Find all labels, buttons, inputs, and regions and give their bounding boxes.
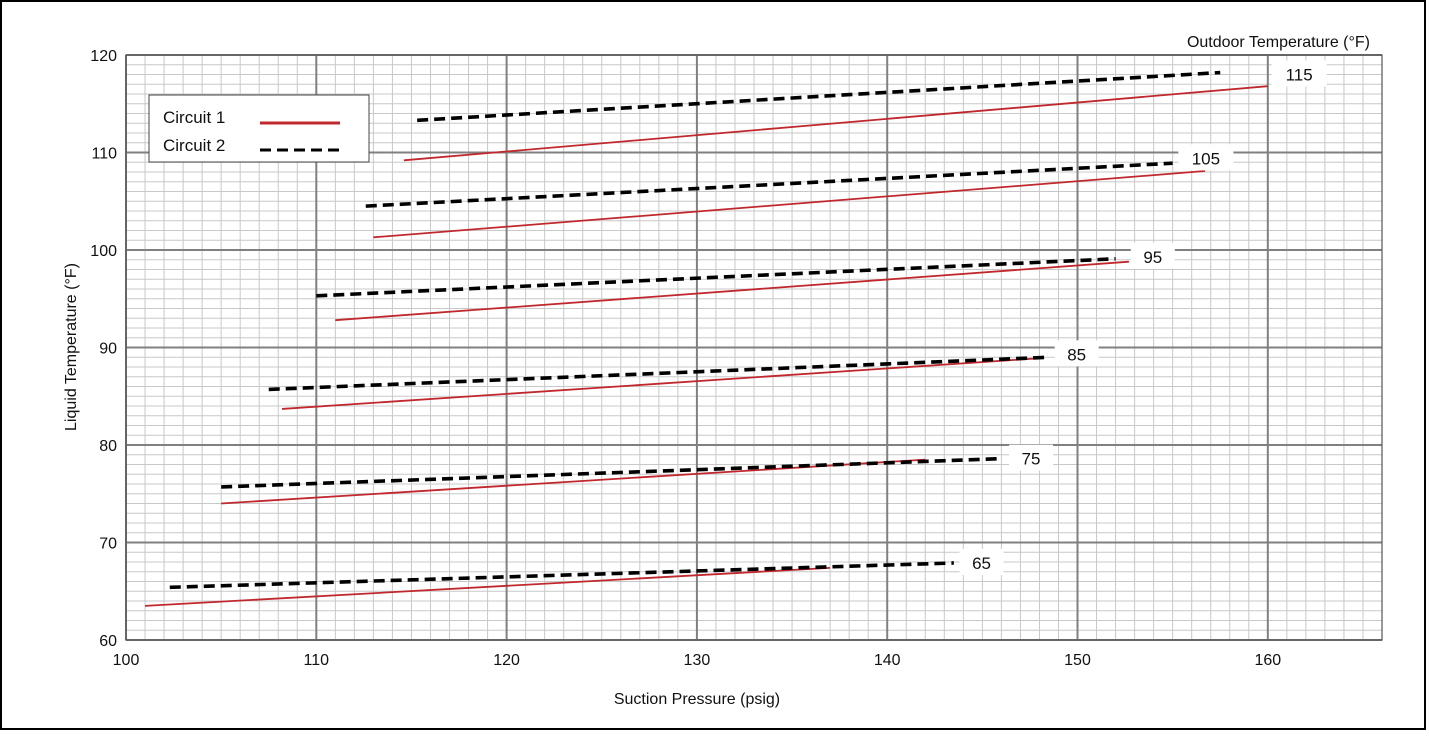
legend: Circuit 1 Circuit 2 <box>148 94 370 163</box>
circuit-2-line-75 <box>221 456 1002 489</box>
y-tick-labels: 60 70 80 90 100 110 120 <box>90 48 117 650</box>
circuit-1-line-65 <box>144 566 831 607</box>
circuit-1-line-115 <box>403 85 1268 162</box>
circuit-1-line-95 <box>335 260 1129 322</box>
curve-label-bg <box>1009 444 1054 471</box>
y-tick-label: 100 <box>90 243 117 260</box>
curve-label-bg <box>959 548 1004 575</box>
curve-label-bg <box>1271 60 1327 87</box>
curve-label-bg <box>1054 340 1099 367</box>
curve-label-85: 85 <box>1067 345 1086 364</box>
curve-labels: 65 75 85 95 105 115 <box>959 60 1327 575</box>
curve-label-bg <box>1130 242 1175 269</box>
x-tick-label: 150 <box>1064 652 1091 669</box>
circuit-1-line-85 <box>281 357 1040 410</box>
x-tick-label: 100 <box>113 652 140 669</box>
x-tick-label: 160 <box>1254 652 1281 669</box>
x-tick-label: 120 <box>493 652 520 669</box>
y-tick-label: 80 <box>99 438 117 455</box>
outdoor-temperature-title: Outdoor Temperature (°F) <box>1187 34 1370 51</box>
x-tick-label: 110 <box>304 652 330 669</box>
curve-label-65: 65 <box>972 554 991 573</box>
x-tick-label: 140 <box>874 652 901 669</box>
curve-label-115: 115 <box>1286 66 1313 85</box>
curve-label-95: 95 <box>1143 248 1162 267</box>
y-tick-label: 60 <box>99 633 117 650</box>
x-axis-title: Suction Pressure (psig) <box>614 691 780 708</box>
y-tick-label: 120 <box>90 48 117 65</box>
y-tick-label: 110 <box>91 146 117 163</box>
circuit-1-line-105 <box>373 170 1206 239</box>
circuit-2-line-115 <box>417 70 1221 123</box>
x-tick-label: 130 <box>684 652 711 669</box>
y-axis-title: Liquid Temperature (°F) <box>63 263 80 431</box>
y-tick-label: 70 <box>99 536 117 553</box>
circuit-2-line-65 <box>169 561 954 590</box>
circuit-2-line-85 <box>268 355 1050 392</box>
curve-label-75: 75 <box>1022 450 1041 469</box>
circuit-2-line-105 <box>365 161 1173 208</box>
plot-border <box>125 54 1383 641</box>
curve-label-bg <box>1178 144 1234 171</box>
circuit-2-line-95 <box>316 256 1116 298</box>
y-tick-label: 90 <box>99 341 117 358</box>
legend-label-circuit-2: Circuit 2 <box>163 136 225 155</box>
legend-label-circuit-1: Circuit 1 <box>163 108 225 127</box>
x-tick-labels: 100 110 120 130 140 150 160 <box>113 652 1282 669</box>
curve-label-105: 105 <box>1192 149 1220 168</box>
series-layer <box>144 70 1268 607</box>
